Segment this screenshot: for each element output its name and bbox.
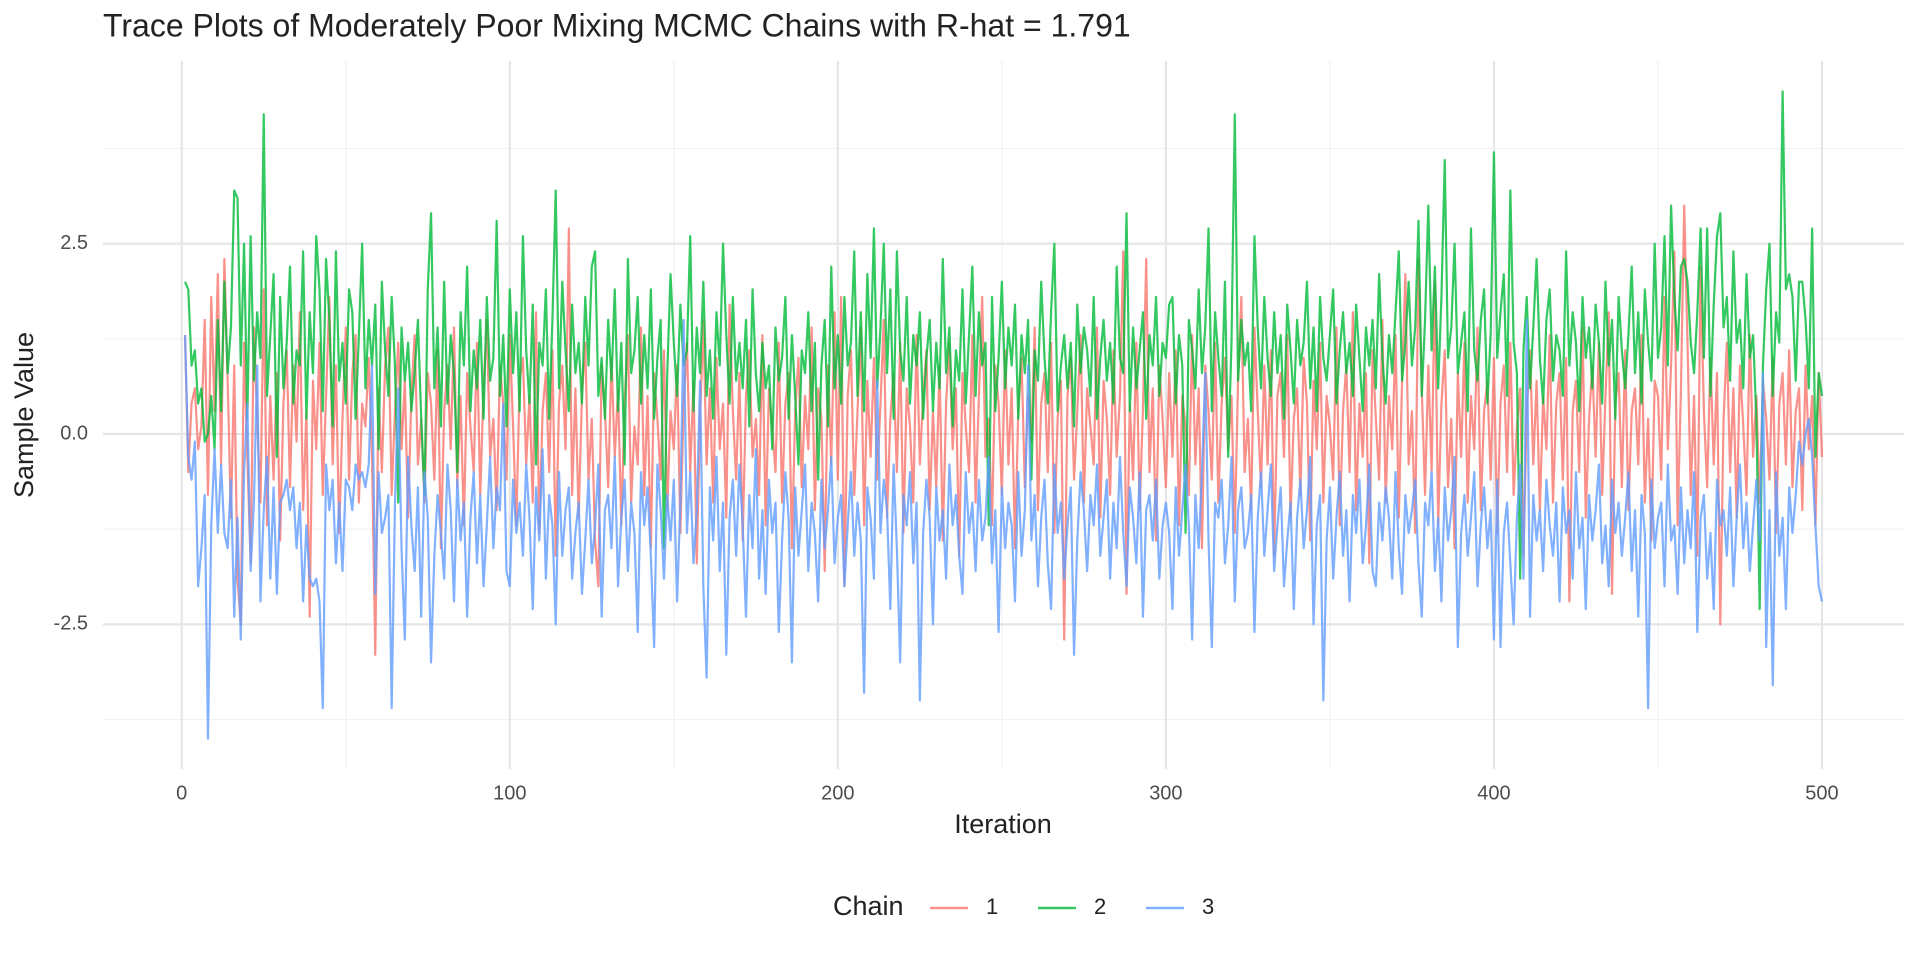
x-tick-label: 300: [1149, 782, 1182, 804]
x-axis-title: Iteration: [954, 809, 1052, 839]
chart-title: Trace Plots of Moderately Poor Mixing MC…: [103, 7, 1131, 43]
legend-label: 3: [1202, 894, 1214, 919]
x-tick-label: 400: [1477, 782, 1510, 804]
y-tick-label: 0.0: [60, 422, 88, 444]
series-line: [183, 204, 1824, 656]
x-tick-label: 200: [821, 782, 854, 804]
y-tick-label: -2.5: [54, 613, 88, 635]
legend-label: 2: [1094, 894, 1106, 919]
x-tick-label: 0: [176, 782, 187, 804]
legend-title: Chain: [833, 891, 904, 921]
x-tick-label: 100: [493, 782, 526, 804]
legend-label: 1: [986, 894, 998, 919]
plot-lines: [183, 90, 1824, 740]
y-axis-title: Sample Value: [9, 332, 39, 498]
series-line: [183, 318, 1824, 740]
x-tick-label: 500: [1805, 782, 1838, 804]
y-tick-label: 2.5: [60, 232, 88, 254]
series-line: [183, 90, 1824, 611]
legend: Chain 1 2 3: [833, 891, 1214, 921]
